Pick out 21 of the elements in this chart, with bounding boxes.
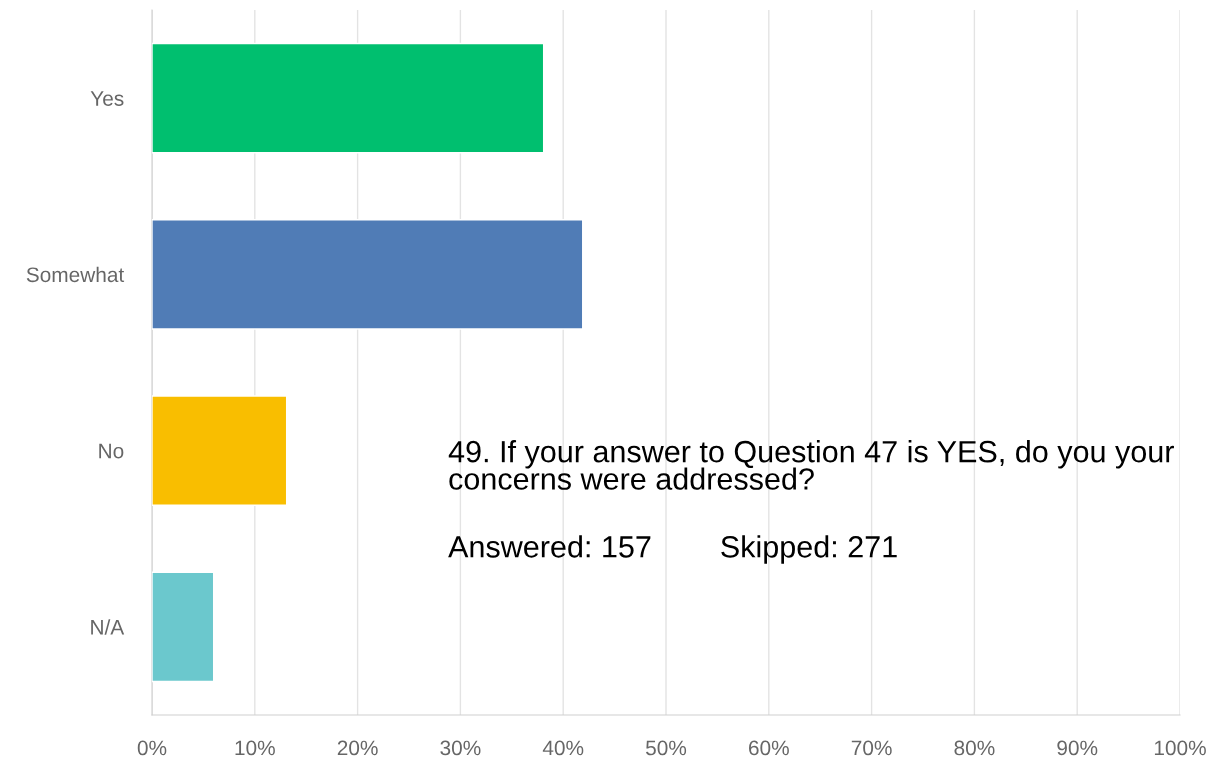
x-tick-label: 10% xyxy=(235,740,275,756)
y-tick-label: Yes xyxy=(90,91,124,106)
x-tick-label: 40% xyxy=(542,740,584,756)
x-tick-label: 0% xyxy=(137,740,167,756)
x-tick-label: 20% xyxy=(337,740,378,756)
x-tick-label: 90% xyxy=(1057,740,1098,756)
y-tick-label: Somewhat xyxy=(26,266,125,283)
x-tick-label: 70% xyxy=(851,740,892,756)
bar xyxy=(152,219,584,330)
y-tick-label: N/A xyxy=(91,619,125,635)
x-tick-label: 100% xyxy=(1154,740,1206,756)
x-tick-label: 80% xyxy=(954,740,995,756)
bar xyxy=(152,571,215,683)
bar xyxy=(152,395,288,506)
y-tick-label: No xyxy=(99,443,124,459)
x-tick-label: 60% xyxy=(749,740,789,756)
bar xyxy=(152,42,545,154)
annotation: Answered: 157 Skipped: 271 xyxy=(448,535,897,564)
annotation: 49. If your answer to Question 47 is YES, do you your concerns were addressed? xyxy=(448,440,1174,490)
x-tick-label: 50% xyxy=(645,740,687,756)
x-tick-label: 30% xyxy=(440,740,481,756)
